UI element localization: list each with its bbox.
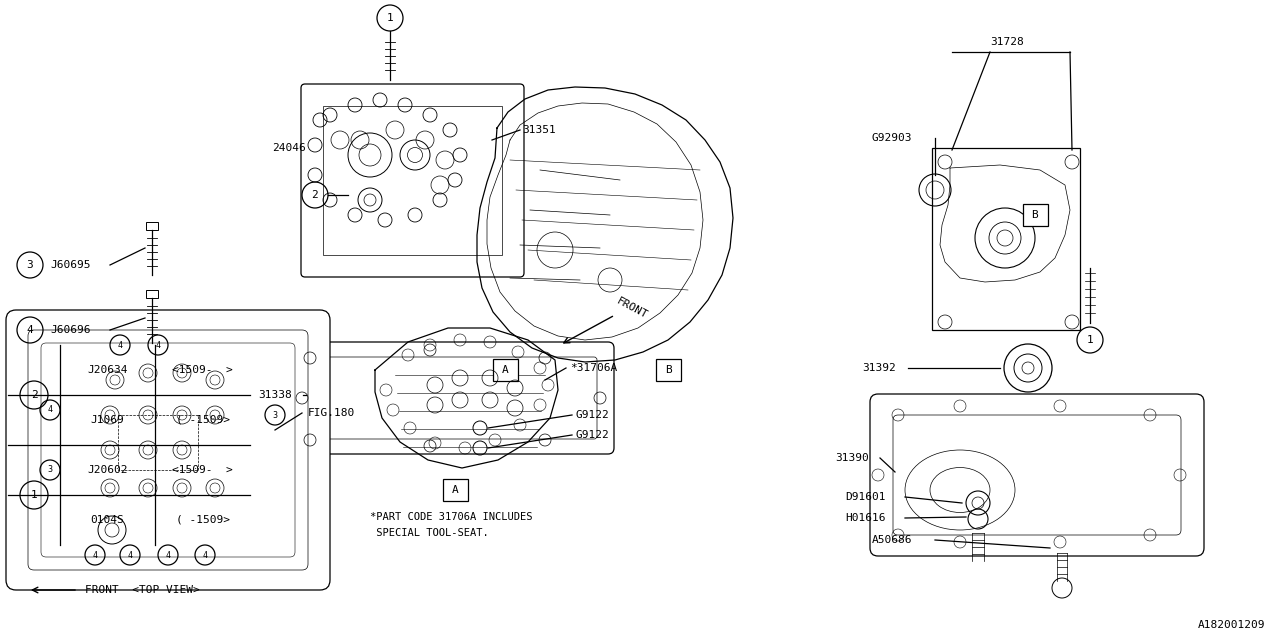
Text: 24046: 24046	[273, 143, 306, 153]
Bar	[323, 106, 502, 255]
Text: 0104S: 0104S	[91, 515, 124, 525]
Text: ( -1509>: ( -1509>	[175, 415, 229, 425]
Bar	[443, 479, 467, 501]
Text: *PART CODE 31706A INCLUDES: *PART CODE 31706A INCLUDES	[370, 512, 532, 522]
Text: J60696: J60696	[50, 325, 91, 335]
Text: 31351: 31351	[522, 125, 556, 135]
Text: J20602: J20602	[87, 465, 128, 475]
Text: D91601: D91601	[845, 492, 886, 502]
Text: 2: 2	[311, 190, 319, 200]
Text: 1: 1	[31, 490, 37, 500]
Text: 1: 1	[387, 13, 393, 23]
Text: A: A	[502, 365, 508, 375]
Text: <1509-  >: <1509- >	[172, 465, 233, 475]
Text: J20634: J20634	[87, 365, 128, 375]
Text: 4: 4	[27, 325, 33, 335]
Text: 31728: 31728	[989, 37, 1024, 47]
Text: 3: 3	[273, 410, 278, 419]
Text: 4: 4	[155, 340, 160, 349]
Text: 31338: 31338	[259, 390, 292, 400]
Text: 4: 4	[202, 550, 207, 559]
Text: J1069: J1069	[91, 415, 124, 425]
Text: ( -1509>: ( -1509>	[175, 515, 229, 525]
Text: 4: 4	[165, 550, 170, 559]
Text: G92903: G92903	[872, 133, 913, 143]
Text: G9122: G9122	[575, 410, 609, 420]
Text: A: A	[452, 485, 458, 495]
Text: *31706A: *31706A	[570, 363, 617, 373]
Bar	[146, 290, 157, 298]
Bar	[1023, 204, 1047, 226]
Bar	[8, 345, 250, 545]
FancyBboxPatch shape	[291, 342, 614, 454]
FancyBboxPatch shape	[301, 84, 524, 277]
Text: 3: 3	[47, 465, 52, 474]
Text: H01616: H01616	[845, 513, 886, 523]
Text: 31390: 31390	[835, 453, 869, 463]
Text: 4: 4	[92, 550, 97, 559]
Text: 4: 4	[128, 550, 133, 559]
Text: SPECIAL TOOL-SEAT.: SPECIAL TOOL-SEAT.	[370, 528, 489, 538]
Text: 31392: 31392	[861, 363, 896, 373]
Text: G9122: G9122	[575, 430, 609, 440]
Text: 4: 4	[118, 340, 123, 349]
Bar	[655, 359, 681, 381]
Text: 3: 3	[27, 260, 33, 270]
FancyBboxPatch shape	[6, 310, 330, 590]
FancyBboxPatch shape	[870, 394, 1204, 556]
Bar	[118, 415, 198, 470]
Text: A50686: A50686	[872, 535, 913, 545]
Text: B: B	[664, 365, 672, 375]
Bar	[146, 222, 157, 230]
Text: B: B	[1032, 210, 1038, 220]
Text: J60695: J60695	[50, 260, 91, 270]
Bar	[493, 359, 517, 381]
Text: <1509-  >: <1509- >	[172, 365, 233, 375]
Text: A182001209: A182001209	[1198, 620, 1265, 630]
Bar	[932, 148, 1080, 330]
Text: FRONT: FRONT	[614, 296, 649, 321]
Text: 2: 2	[31, 390, 37, 400]
Text: 1: 1	[1087, 335, 1093, 345]
Text: FIG.180: FIG.180	[308, 408, 356, 418]
Text: 4: 4	[47, 406, 52, 415]
Text: FRONT  <TOP VIEW>: FRONT <TOP VIEW>	[84, 585, 200, 595]
